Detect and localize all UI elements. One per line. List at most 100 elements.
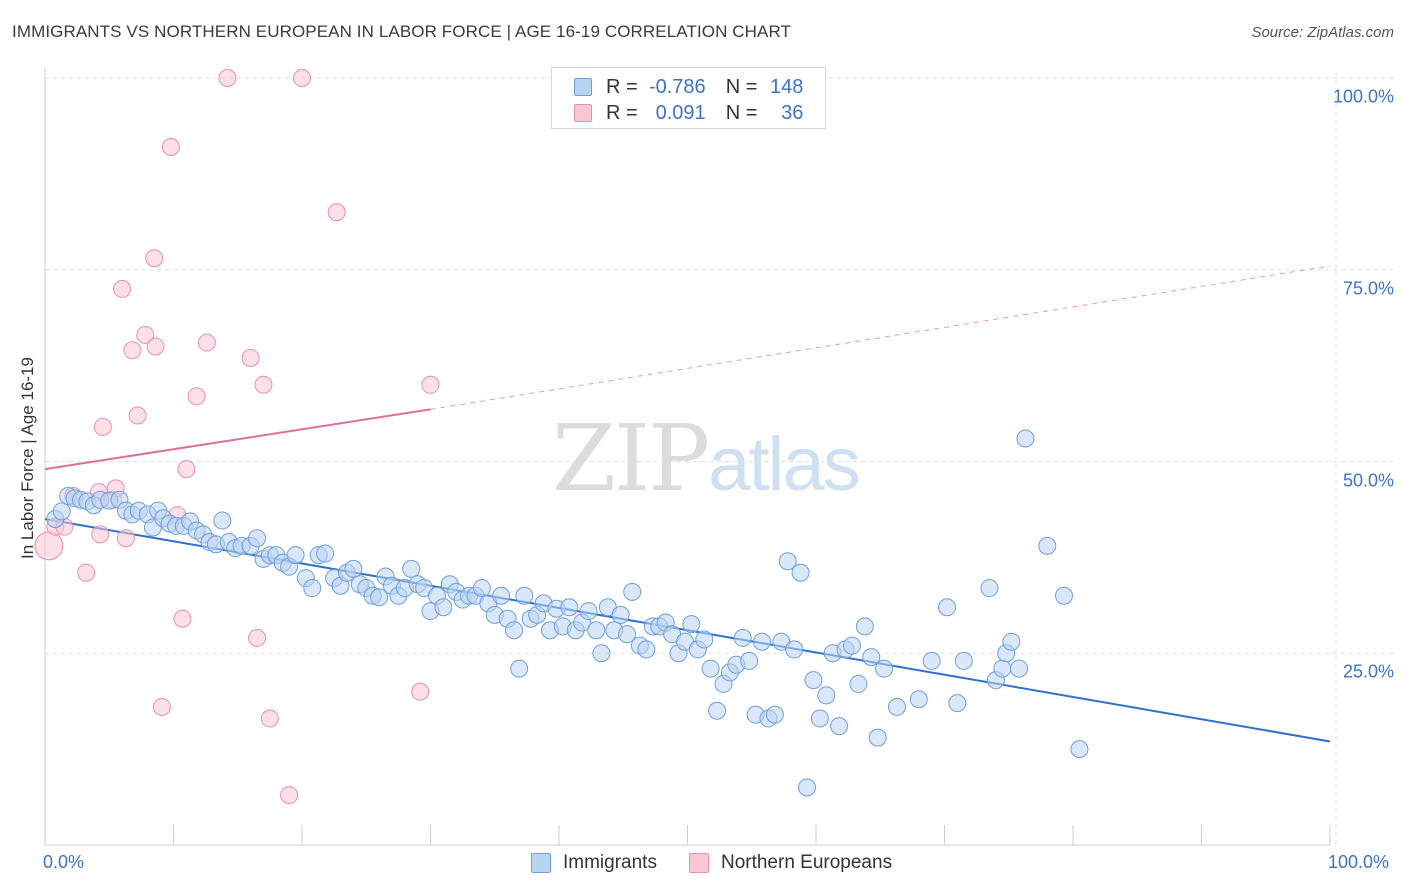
legend-row-northern-europeans: R = 0.091 N = 36 — [574, 100, 803, 126]
point-immigrants — [791, 563, 810, 582]
legend-n-value: 36 — [781, 101, 804, 124]
points-layer — [34, 69, 1089, 805]
point-immigrants — [402, 559, 421, 578]
point-northern-europeans — [197, 333, 216, 352]
point-immigrants — [510, 659, 529, 678]
y-tick-label: 25.0% — [1342, 661, 1394, 682]
correlation-legend: R = -0.786 N = 148 R = 0.091 N = 36 — [551, 67, 826, 129]
point-immigrants — [804, 671, 823, 690]
point-immigrants — [587, 621, 606, 640]
point-immigrants — [505, 621, 524, 640]
point-northern-europeans — [77, 563, 96, 582]
point-immigrants — [1055, 586, 1074, 605]
point-immigrants — [560, 598, 579, 617]
watermark-zip: ZIP — [552, 405, 710, 512]
legend-r-label: R = — [606, 101, 638, 124]
x-tick-label-min: 0.0% — [43, 852, 85, 872]
series-legend-immigrants[interactable]: Immigrants — [531, 852, 657, 874]
point-northern-europeans — [146, 337, 165, 356]
point-northern-europeans — [123, 341, 142, 360]
point-immigrants — [248, 529, 267, 548]
point-immigrants — [740, 651, 759, 670]
watermark-atlas: atlas — [708, 422, 861, 507]
point-immigrants — [1010, 659, 1029, 678]
legend-r-label: R = — [606, 75, 638, 98]
point-immigrants — [303, 579, 322, 598]
point-northern-europeans — [254, 375, 273, 394]
point-immigrants — [868, 728, 887, 747]
point-northern-europeans — [113, 279, 132, 298]
point-immigrants — [286, 546, 305, 565]
series-legend-label: Northern Europeans — [720, 852, 893, 873]
point-immigrants — [701, 659, 720, 678]
point-immigrants — [611, 605, 630, 624]
legend-swatch-immigrants — [574, 78, 592, 96]
point-northern-europeans — [280, 786, 299, 805]
point-immigrants — [579, 602, 598, 621]
point-immigrants — [810, 709, 829, 728]
point-immigrants — [370, 588, 389, 607]
point-immigrants — [1070, 740, 1089, 759]
watermark: ZIPatlas — [552, 405, 861, 512]
point-immigrants — [316, 544, 335, 563]
y-axis-label: In Labor Force | Age 16-19 — [18, 357, 37, 559]
series-legend-northern-europeans[interactable]: Northern Europeans — [688, 852, 893, 874]
point-northern-europeans — [327, 203, 346, 222]
chart-title: IMMIGRANTS VS NORTHERN EUROPEAN IN LABOR… — [12, 22, 792, 41]
legend-row-immigrants: R = -0.786 N = 148 — [574, 74, 803, 100]
point-northern-europeans — [241, 348, 260, 367]
point-northern-europeans — [411, 682, 430, 701]
point-immigrants — [830, 717, 849, 736]
point-immigrants — [1002, 632, 1021, 651]
legend-n-label: N = — [725, 101, 758, 124]
point-immigrants — [778, 552, 797, 571]
point-northern-europeans — [145, 249, 164, 268]
point-northern-europeans — [91, 525, 110, 544]
point-immigrants — [922, 651, 941, 670]
point-immigrants — [980, 579, 999, 598]
series-legend-label: Immigrants — [563, 852, 657, 873]
point-immigrants — [849, 674, 868, 693]
point-immigrants — [213, 511, 232, 530]
point-immigrants — [765, 705, 784, 724]
point-immigrants — [875, 659, 894, 678]
legend-n-label: N = — [725, 75, 758, 98]
point-northern-europeans — [128, 406, 147, 425]
point-immigrants — [938, 598, 957, 617]
series-legend: Immigrants Northern Europeans — [531, 852, 924, 874]
point-immigrants — [492, 586, 511, 605]
point-immigrants — [817, 686, 836, 705]
series-swatch-northern-europeans — [688, 853, 709, 873]
point-immigrants — [1016, 429, 1035, 448]
legend-swatch-northern-europeans — [574, 104, 592, 122]
x-tick-label-max: 100.0% — [1328, 852, 1390, 872]
point-immigrants — [842, 636, 861, 655]
point-northern-europeans — [116, 529, 135, 548]
point-northern-europeans — [187, 387, 206, 406]
point-immigrants — [887, 697, 906, 716]
point-northern-europeans — [136, 325, 155, 344]
legend-r-value: -0.786 — [648, 75, 706, 98]
point-immigrants — [993, 659, 1012, 678]
trend-layer — [44, 265, 1331, 743]
point-northern-europeans — [421, 375, 440, 394]
point-immigrants — [753, 632, 772, 651]
point-northern-europeans — [260, 709, 279, 728]
point-immigrants — [515, 586, 534, 605]
point-northern-europeans — [177, 460, 196, 479]
point-immigrants — [948, 694, 967, 713]
point-immigrants — [785, 640, 804, 659]
point-immigrants — [708, 701, 727, 720]
chart-source: Source: ZipAtlas.com — [1251, 24, 1394, 41]
point-northern-europeans — [218, 69, 237, 87]
point-immigrants — [1038, 536, 1057, 555]
trend-line-northern-europeans-extension — [430, 265, 1331, 410]
point-northern-europeans — [152, 697, 171, 716]
y-tick-label: 100.0% — [1332, 86, 1394, 107]
series-swatch-immigrants — [531, 853, 551, 873]
point-immigrants — [954, 651, 973, 670]
point-immigrants — [909, 690, 928, 709]
point-northern-europeans — [173, 609, 192, 628]
point-immigrants — [695, 630, 714, 649]
point-immigrants — [637, 640, 656, 659]
